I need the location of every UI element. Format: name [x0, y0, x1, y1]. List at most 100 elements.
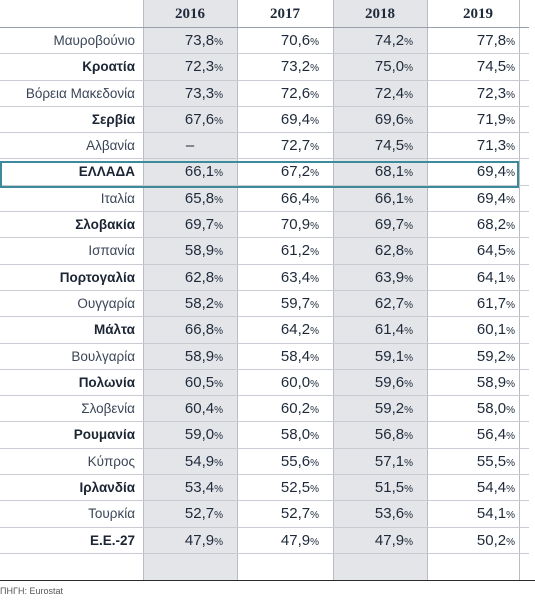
- percent-sign: %: [404, 431, 413, 443]
- percent-sign: %: [310, 405, 319, 417]
- percent-sign: %: [404, 484, 413, 496]
- value-number: 69,7: [374, 216, 405, 234]
- percent-sign: %: [214, 273, 223, 285]
- value-cell: 58,9%: [427, 370, 529, 397]
- value-number: 62,8: [374, 242, 405, 260]
- value-cell: 59,0%: [143, 422, 237, 449]
- value-cell: 63,4%: [237, 265, 333, 291]
- value-cell: 47,9%: [143, 528, 237, 554]
- value-number: 62,7: [374, 294, 405, 312]
- value-number: 59,1: [374, 347, 405, 365]
- percent-sign: %: [214, 37, 223, 48]
- value-cell: 60,2%: [237, 396, 333, 423]
- country-name: Τουρκία: [0, 501, 143, 528]
- percent-sign: %: [310, 352, 319, 364]
- percent-sign: %: [506, 536, 515, 548]
- percent-sign: %: [404, 536, 413, 548]
- value-cell: 64,1%: [427, 265, 529, 291]
- value-cell: 51,5%: [333, 475, 427, 502]
- value-cell: 59,6%: [333, 370, 427, 397]
- country-name: Μαυροβούνιο: [0, 28, 143, 55]
- value-cell: 54,9%: [143, 449, 237, 476]
- percent-sign: %: [214, 221, 223, 233]
- value-cell: 57,1%: [333, 449, 427, 476]
- value-number: 65,8: [184, 189, 215, 207]
- percent-sign: %: [506, 326, 515, 338]
- value-cell: 67,2%: [237, 159, 333, 186]
- value-cell: 59,7%: [237, 291, 333, 318]
- value-cell: 71,3%: [427, 133, 529, 160]
- percent-sign: %: [310, 115, 319, 127]
- country-name: Κροατία: [0, 54, 143, 81]
- percent-sign: %: [310, 273, 319, 285]
- percent-sign: %: [310, 247, 319, 259]
- value-number: 47,9: [374, 531, 405, 549]
- value-cell: 72,6%: [237, 81, 333, 107]
- value-number: 69,4: [476, 189, 507, 207]
- value-cell: 72,4%: [333, 81, 427, 107]
- percent-sign: %: [214, 378, 223, 390]
- percent-sign: %: [506, 378, 515, 390]
- value-number: 72,3: [476, 84, 507, 102]
- percent-sign: %: [214, 405, 223, 417]
- percent-sign: %: [404, 405, 413, 417]
- value-cell: 64,2%: [237, 317, 333, 344]
- value-number: 56,8: [374, 426, 405, 444]
- value-cell: 56,8%: [333, 422, 427, 449]
- value-number: 47,9: [280, 531, 311, 549]
- value-number: 58,9: [184, 347, 215, 365]
- value-number: 52,5: [280, 479, 311, 497]
- value-number: 69,6: [374, 110, 405, 128]
- header-2016: 2016: [143, 0, 237, 28]
- value-cell: –: [143, 133, 237, 160]
- percent-sign: %: [506, 352, 515, 364]
- value-cell: 62,7%: [333, 291, 427, 318]
- value-cell: 74,5%: [333, 133, 427, 160]
- percent-sign: %: [506, 194, 515, 206]
- country-name: Κύπρος: [0, 449, 143, 476]
- value-cell: 66,1%: [333, 186, 427, 213]
- value-cell: 58,9%: [143, 238, 237, 265]
- value-number: 70,9: [280, 216, 311, 234]
- value-number: 66,1: [184, 163, 215, 181]
- country-name: ΕΛΛΑΔΑ: [0, 159, 143, 186]
- header-2018: 2018: [333, 0, 427, 28]
- percent-sign: %: [310, 457, 319, 469]
- percent-sign: %: [506, 484, 515, 496]
- value-cell: 74,2%: [333, 28, 427, 55]
- value-cell: 47,9%: [237, 528, 333, 554]
- value-number: 59,2: [374, 400, 405, 418]
- value-number: 75,0: [374, 58, 405, 76]
- percent-sign: %: [404, 37, 413, 48]
- percent-sign: %: [404, 299, 413, 311]
- percent-sign: %: [506, 405, 515, 417]
- percent-sign: %: [214, 299, 223, 311]
- value-cell: 61,4%: [333, 317, 427, 344]
- percent-sign: %: [506, 37, 515, 48]
- country-name: Βουλγαρία: [0, 344, 143, 370]
- footer-divider: [0, 580, 535, 581]
- value-number: 59,6: [374, 373, 405, 391]
- percent-sign: %: [310, 89, 319, 101]
- value-number: 73,3: [184, 84, 215, 102]
- value-number: 58,0: [280, 426, 311, 444]
- value-cell: 58,2%: [143, 291, 237, 318]
- value-number: 64,2: [280, 321, 311, 339]
- value-number: 66,1: [374, 189, 405, 207]
- value-number: 53,4: [184, 479, 215, 497]
- percent-sign: %: [310, 484, 319, 496]
- value-number: 66,8: [184, 321, 215, 339]
- value-number: 59,0: [184, 426, 215, 444]
- value-cell: 69,4%: [237, 107, 333, 134]
- percent-sign: %: [214, 247, 223, 259]
- percent-sign: %: [214, 457, 223, 469]
- value-number: 58,9: [476, 373, 507, 391]
- value-number: 74,2: [374, 32, 405, 49]
- value-number: 73,8: [184, 32, 215, 49]
- value-cell: 55,5%: [427, 449, 529, 476]
- percent-sign: %: [506, 115, 515, 127]
- value-cell: 54,1%: [427, 501, 529, 528]
- country-name: Ιρλανδία: [0, 475, 143, 502]
- value-cell: 63,9%: [333, 265, 427, 291]
- country-name: Ουγγαρία: [0, 291, 143, 318]
